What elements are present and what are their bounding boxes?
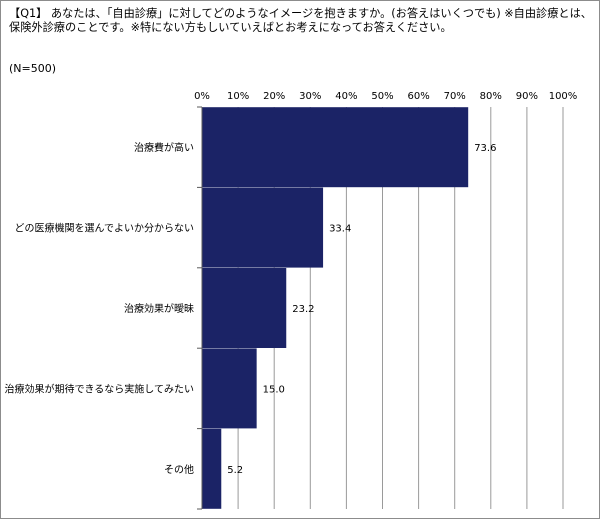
bar: [202, 187, 324, 268]
x-tick-label: 40%: [335, 91, 357, 102]
data-label: 73.6: [474, 143, 496, 154]
x-tick-label: 50%: [371, 91, 393, 102]
x-tick-label: 20%: [263, 91, 285, 102]
x-tick-label: 0%: [194, 91, 210, 102]
data-label: 5.2: [227, 465, 243, 476]
x-tick-label: 10%: [227, 91, 249, 102]
x-tick-label: 30%: [299, 91, 321, 102]
category-label: どの医療機関を選んでよいか分からない: [15, 222, 195, 235]
bar: [202, 268, 287, 348]
x-tick-label: 90%: [516, 91, 538, 102]
sample-size-label: (N=500): [9, 62, 57, 75]
bar: [202, 428, 222, 509]
x-tick-label: 60%: [407, 91, 429, 102]
bar: [202, 107, 469, 188]
category-label: 治療効果が期待できるなら実施してみたい: [5, 382, 195, 395]
data-label: 15.0: [263, 384, 285, 395]
category-label: 治療効果が曖昧: [124, 302, 194, 315]
x-tick-label: 70%: [444, 91, 466, 102]
question-text: 【Q1】 あなたは、「自由診療」に対してどのようなイメージを抱きますか。(お答え…: [9, 7, 592, 34]
bar: [202, 348, 257, 429]
data-label: 23.2: [292, 304, 314, 315]
category-label: 治療費が高い: [134, 141, 194, 154]
data-label: 33.4: [329, 224, 351, 235]
category-label: その他: [164, 463, 194, 476]
x-tick-label: 100%: [549, 91, 578, 102]
x-tick-label: 80%: [480, 91, 502, 102]
